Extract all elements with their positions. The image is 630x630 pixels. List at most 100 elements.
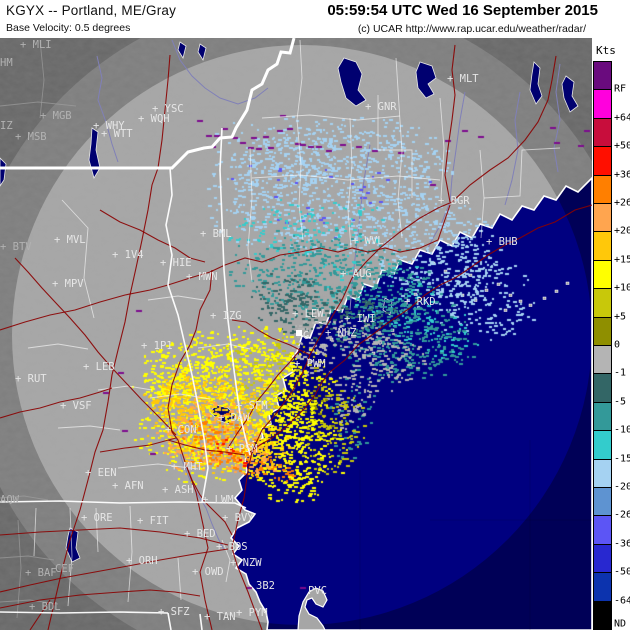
station-label: + LEB [83, 361, 115, 373]
station-label: + 1P1 [141, 340, 173, 352]
county-line [484, 148, 560, 198]
colorbar-swatch [593, 373, 612, 402]
colorbar-tick-label: 0 [614, 340, 620, 351]
county-line [248, 148, 252, 282]
colorbar-swatch [593, 402, 612, 431]
station-label: + PSM [226, 443, 258, 455]
colorbar-swatch [593, 89, 612, 118]
county-line [480, 150, 484, 238]
colorbar-swatch [593, 601, 612, 630]
station-label: + PYM [236, 607, 268, 619]
state-border [200, 614, 202, 630]
radar-site-marker [296, 330, 302, 336]
colorbar-tick-label: -20 [614, 482, 630, 493]
station-label: + FIT [137, 515, 169, 527]
station-label: + BVY [222, 512, 254, 524]
radar-map-image[interactable]: + MLIHM+ MGBIZ+ MSB+ YSC+ WQH+ WHY+ WTT+… [0, 38, 592, 630]
county-line [128, 506, 132, 602]
timestamp: 05:59:54 UTC Wed 16 September 2015 [327, 2, 598, 19]
colorbar-swatch [593, 203, 612, 232]
colorbar-tick-label: +15 [614, 254, 630, 265]
colorbar-swatch [593, 572, 612, 601]
velocity-colorbar: Kts RF+64+50+36+26+20+15+10+50-1-5-10-15… [592, 38, 630, 630]
county-line [68, 508, 72, 606]
station-label: PVC [308, 585, 327, 597]
station-label: + HIE [160, 257, 192, 269]
station-label: + 1V4 [112, 249, 144, 261]
county-line [178, 558, 181, 600]
radar-station-title: KGYX -- Portland, ME/Gray [6, 3, 176, 18]
colorbar-tick-label: -50 [614, 567, 630, 578]
station-label: + CON [165, 424, 197, 436]
station-label: + PWM [294, 358, 326, 370]
header: KGYX -- Portland, ME/Gray 05:59:54 UTC W… [0, 0, 630, 38]
highway-line [250, 205, 592, 452]
colorbar-unit-label: Kts [596, 44, 616, 57]
station-label: + AFN [112, 480, 144, 492]
product-label: Base Velocity: 0.5 degrees [6, 22, 130, 34]
colorbar-tick-label: +10 [614, 283, 630, 294]
station-label: + BTV [0, 241, 32, 253]
colorbar-tick-label: -10 [614, 425, 630, 436]
station-label: IZ [0, 120, 13, 132]
county-line [297, 40, 303, 240]
station-label: + RUT [15, 373, 47, 385]
station-label: + MHT [171, 461, 203, 473]
station-label: CEF [55, 563, 74, 575]
colorbar-tick-label: -36 [614, 538, 630, 549]
station-label: + DAW [218, 412, 250, 424]
colorbar-tick-label: +26 [614, 198, 630, 209]
station-label: + IZG [210, 310, 242, 322]
county-line [396, 58, 402, 238]
station-label: + BAF [25, 567, 57, 579]
station-label: + BOS [216, 541, 248, 553]
colorbar-tick-label: RF [614, 84, 626, 95]
station-label: + LWM [202, 494, 234, 506]
station-label: AQW [0, 494, 20, 506]
station-label: + MGB [40, 110, 72, 122]
colorbar-swatch [593, 544, 612, 573]
station-label: + BED [184, 528, 216, 540]
station-label: + WVL [352, 235, 384, 247]
colorbar-tick-label: -64 [614, 595, 630, 606]
highway-line [232, 56, 556, 630]
colorbar-swatch [593, 288, 612, 317]
station-label: + IWI [344, 313, 376, 325]
colorbar-tick-label: -15 [614, 453, 630, 464]
colorbar-swatch [593, 231, 612, 260]
county-line [58, 426, 120, 430]
station-label: + ORH [126, 555, 158, 567]
station-label: + WQH [138, 113, 170, 125]
station-label: + MLI [20, 39, 52, 51]
colorbar-swatch [593, 146, 612, 175]
colorbar-tick-label: +36 [614, 169, 630, 180]
colorbar-swatch [593, 118, 612, 147]
station-label: + BDL [29, 601, 61, 613]
county-line [262, 115, 400, 120]
colorbar-tick-label: -1 [614, 368, 626, 379]
radar-page: KGYX -- Portland, ME/Gray 05:59:54 UTC W… [0, 0, 630, 630]
colorbar-swatch [593, 317, 612, 346]
station-label: + EEN [85, 467, 117, 479]
station-label: + NZW [230, 557, 262, 569]
colorbar-tick-label: -26 [614, 510, 630, 521]
colorbar-swatch [593, 430, 612, 459]
county-line [0, 556, 54, 560]
station-label: 3B2 [256, 580, 275, 592]
colorbar-tick-label: +5 [614, 311, 626, 322]
station-label: + LEW [292, 308, 324, 320]
county-line [198, 344, 250, 349]
county-line [440, 98, 444, 198]
county-line [150, 394, 210, 399]
county-line [62, 200, 94, 318]
station-label: + VSF [60, 400, 92, 412]
colorbar-tick-label: +20 [614, 226, 630, 237]
station-label: + BHB [486, 236, 518, 248]
station-label: + BML [200, 228, 232, 240]
colorbar-tick-label: +50 [614, 141, 630, 152]
station-label: + ASH [162, 484, 194, 496]
attribution-text: (c) UCAR http://www.rap.ucar.edu/weather… [358, 23, 586, 35]
highway-line [445, 45, 455, 202]
map-linework-layer: + MLIHM+ MGBIZ+ MSB+ YSC+ WQH+ WHY+ WTT+… [0, 38, 592, 630]
highway-line [0, 388, 112, 418]
